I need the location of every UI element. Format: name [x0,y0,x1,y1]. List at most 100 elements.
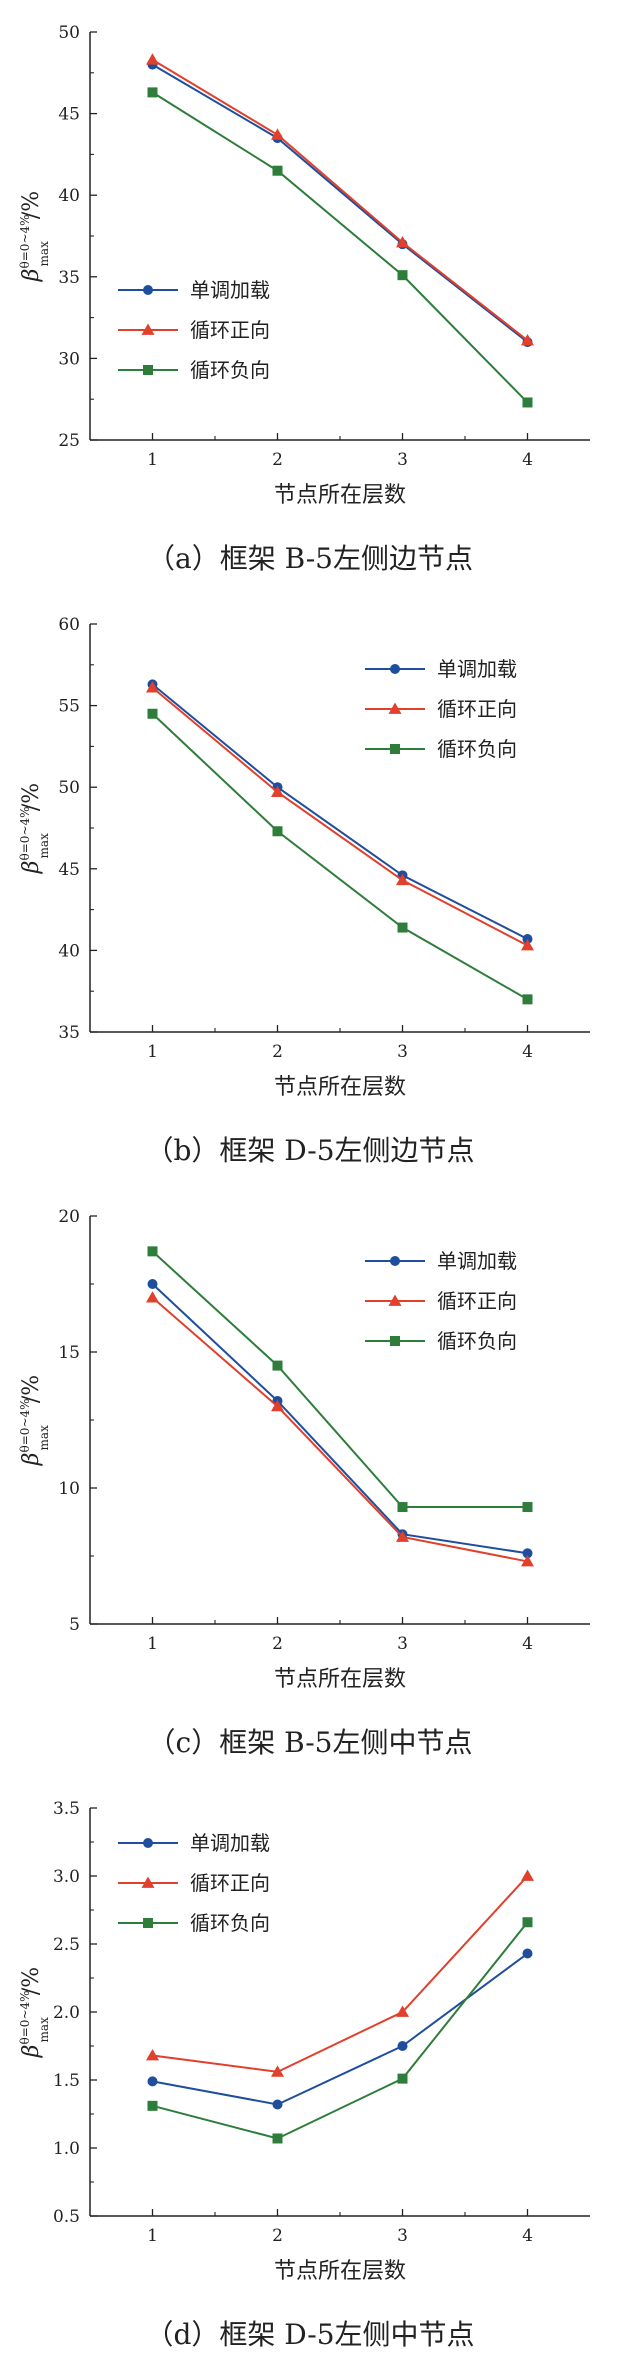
legend-label: 循环正向 [437,1289,517,1313]
x-axis-label: 节点所在层数 [274,2259,406,2284]
legend-item: 循环负向 [365,737,517,761]
data-point [397,2041,408,2051]
data-point [146,1291,159,1303]
legend-marker [388,1294,402,1306]
y-tick-label: 45 [58,860,80,880]
legend-marker [143,365,153,375]
series-line [152,1875,529,2073]
x-tick-label: 1 [147,450,158,470]
y-tick-label: 15 [58,1343,80,1363]
legend-item: 循环正向 [365,1289,517,1313]
data-point [522,1502,533,1513]
legend-marker [141,1876,155,1888]
series-line [151,58,529,342]
series-3 [147,708,533,1005]
legend-item: 循环负向 [365,1329,517,1353]
data-point [271,128,284,140]
x-tick-label: 3 [397,1634,408,1654]
y-tick-label: 1.0 [53,2139,80,2159]
data-point [271,785,284,797]
y-tick-label: 20 [58,1207,80,1227]
series-line [151,686,528,947]
series-3 [147,1246,533,1513]
data-point [271,1399,284,1412]
data-point [522,397,533,408]
data-point [147,2100,158,2111]
data-point [522,933,533,944]
y-tick-label: 50 [58,778,80,798]
legend-label: 单调加载 [437,1249,517,1273]
series-line [152,1921,529,2140]
legend-item: 单调加载 [118,278,270,302]
data-point [272,826,283,837]
y-tick-label: 1.5 [53,2071,80,2091]
legend-label: 循环正向 [437,697,517,721]
x-tick-label: 2 [272,2226,283,2246]
data-point [272,2133,283,2144]
legend-label: 循环负向 [190,1911,270,1935]
data-point [521,1869,534,1881]
x-tick-label: 3 [397,2226,408,2246]
data-point [397,2073,408,2084]
figure-caption: （b）框架 D-5左侧边节点 [145,1134,474,1167]
legend-item: 循环正向 [118,1871,270,1895]
y-axis-label: βθ=0~4% max/% [18,1375,51,1466]
x-tick-label: 2 [272,450,283,470]
legend-label: 循环正向 [190,1871,270,1895]
x-tick-label: 4 [522,450,533,470]
series-line [152,1952,529,2106]
data-point [147,2076,158,2087]
legend-item: 单调加载 [365,657,517,681]
series-1 [147,1279,533,1559]
y-tick-label: 45 [58,105,80,125]
data-point [522,1948,533,1959]
series-3 [147,87,533,408]
y-tick-label: 0.5 [53,2207,80,2227]
y-axis-label: βθ=0~4% max/% [18,1967,51,2058]
y-tick-label: 10 [58,1479,80,1499]
chart-c-svg: 5 10 15 20 1 2 3 4 节点所在层数 βθ=0~4% max/% 单调加载循环正向循环负… [18,1207,590,1759]
data-point [146,681,159,693]
data-point [397,1502,408,1513]
y-tick-label: 35 [58,1023,80,1043]
series-2 [146,53,534,346]
x-axis-label: 节点所在层数 [274,483,406,508]
x-tick-label: 1 [147,1634,158,1654]
legend-item: 单调加载 [365,1249,517,1273]
x-tick-label: 4 [522,1042,533,1062]
series-line [151,713,528,1001]
x-tick-label: 2 [272,1634,283,1654]
data-point [396,2005,409,2017]
y-axis-label: βθ=0~4% max/% [18,191,51,282]
data-point [147,1246,158,1257]
legend-item: 循环负向 [118,358,270,382]
y-axis-label: βθ=0~4% max/% [18,783,51,874]
legend-label: 单调加载 [190,278,270,302]
x-tick-label: 3 [397,1042,408,1062]
y-tick-label: 2.0 [53,2003,80,2023]
data-point [272,2099,283,2110]
y-tick-label: 2.5 [53,1935,80,1955]
y-tick-label: 5 [69,1615,80,1635]
series-line [151,1296,528,1563]
chart-panel-a: 25 30 35 40 45 50 1 2 3 4 节点所在层数 βθ=0~4% max/% 单调加载 循环… [0,0,620,592]
series-3 [147,1917,533,2144]
series-2 [146,1291,534,1567]
data-point [147,1279,158,1289]
x-axis-label: 节点所在层数 [274,1667,406,1692]
legend-label: 单调加载 [190,1831,270,1855]
legend-label: 循环负向 [190,358,270,382]
data-point [396,873,409,886]
chart-a-svg: 25 30 35 40 45 50 1 2 3 4 节点所在层数 βθ=0~4% max/% 单调加载循环… [18,23,590,575]
legend-item: 循环正向 [118,318,270,342]
chart-panel-b: 35 40 45 50 55 60 1 2 3 4 节点所在层数 βθ=0~4% max/% 单调加载 循环… [0,592,620,1184]
data-point [396,236,409,248]
legend-marker [143,1838,153,1848]
y-tick-label: 30 [58,349,80,369]
y-tick-label: 60 [58,615,80,635]
figure-caption: （a）框架 B-5左侧边节点 [147,542,473,575]
x-tick-label: 3 [397,450,408,470]
data-point [521,333,534,346]
series-line [151,1283,528,1555]
chart-d-svg: 0.5 1.0 1.5 2.0 2.5 3.0 3.5 1 2 3 4 节点所在层数 βθ=0~4% ma… [18,1799,590,2351]
